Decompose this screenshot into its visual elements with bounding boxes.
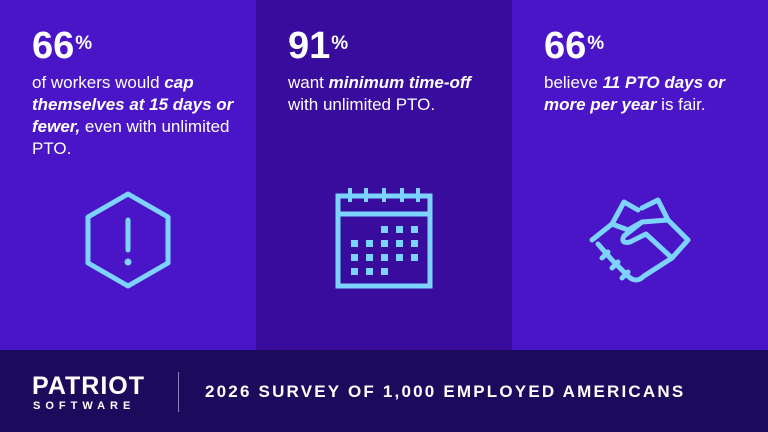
- stat-number: 66: [32, 25, 75, 67]
- stat: 66%: [544, 24, 604, 68]
- stat-panel: 66% of workers would cap themselves at 1…: [0, 0, 256, 350]
- body-text: believe: [544, 73, 603, 92]
- handshake-icon: [589, 197, 691, 283]
- stat-description: of workers would cap themselves at 15 da…: [32, 72, 242, 160]
- logo-text: PATRIOT: [32, 372, 146, 400]
- stat-number: 66: [544, 25, 587, 67]
- stat-unit: %: [75, 33, 93, 54]
- stat-description: want minimum time-off with unlimited PTO…: [288, 72, 498, 116]
- stat: 66%: [32, 24, 92, 68]
- emphasis-text: cap themselves at 15 days or fewer,: [32, 73, 234, 136]
- logo-subtext: SOFTWARE: [33, 400, 136, 412]
- calendar-icon: [335, 188, 433, 289]
- divider: [178, 372, 179, 412]
- warning-icon: [85, 191, 171, 289]
- body-text: even with unlimited PTO.: [32, 117, 230, 158]
- stat-description: believe 11 PTO days or more per year is …: [544, 72, 754, 116]
- body-text: is fair.: [656, 95, 706, 114]
- body-text: of workers would: [32, 73, 165, 92]
- footer: PATRIOT SOFTWARE 2026 SURVEY OF 1,000 EM…: [0, 350, 768, 432]
- stat-unit: %: [331, 33, 349, 54]
- stat: 91%: [288, 24, 348, 68]
- tagline: 2026 SURVEY OF 1,000 EMPLOYED AMERICANS: [205, 382, 686, 401]
- emphasis-text: minimum time-off: [328, 73, 471, 92]
- stat-number: 91: [288, 25, 331, 67]
- stat-unit: %: [587, 33, 605, 54]
- stat-panel: 91% want minimum time-off with unlimited…: [256, 0, 512, 350]
- body-text: with unlimited PTO.: [288, 95, 436, 114]
- body-text: want: [288, 73, 329, 92]
- stat-panel: 66% believe 11 PTO days or more per year…: [512, 0, 768, 350]
- emphasis-text: 11 PTO days or more per year: [544, 73, 725, 114]
